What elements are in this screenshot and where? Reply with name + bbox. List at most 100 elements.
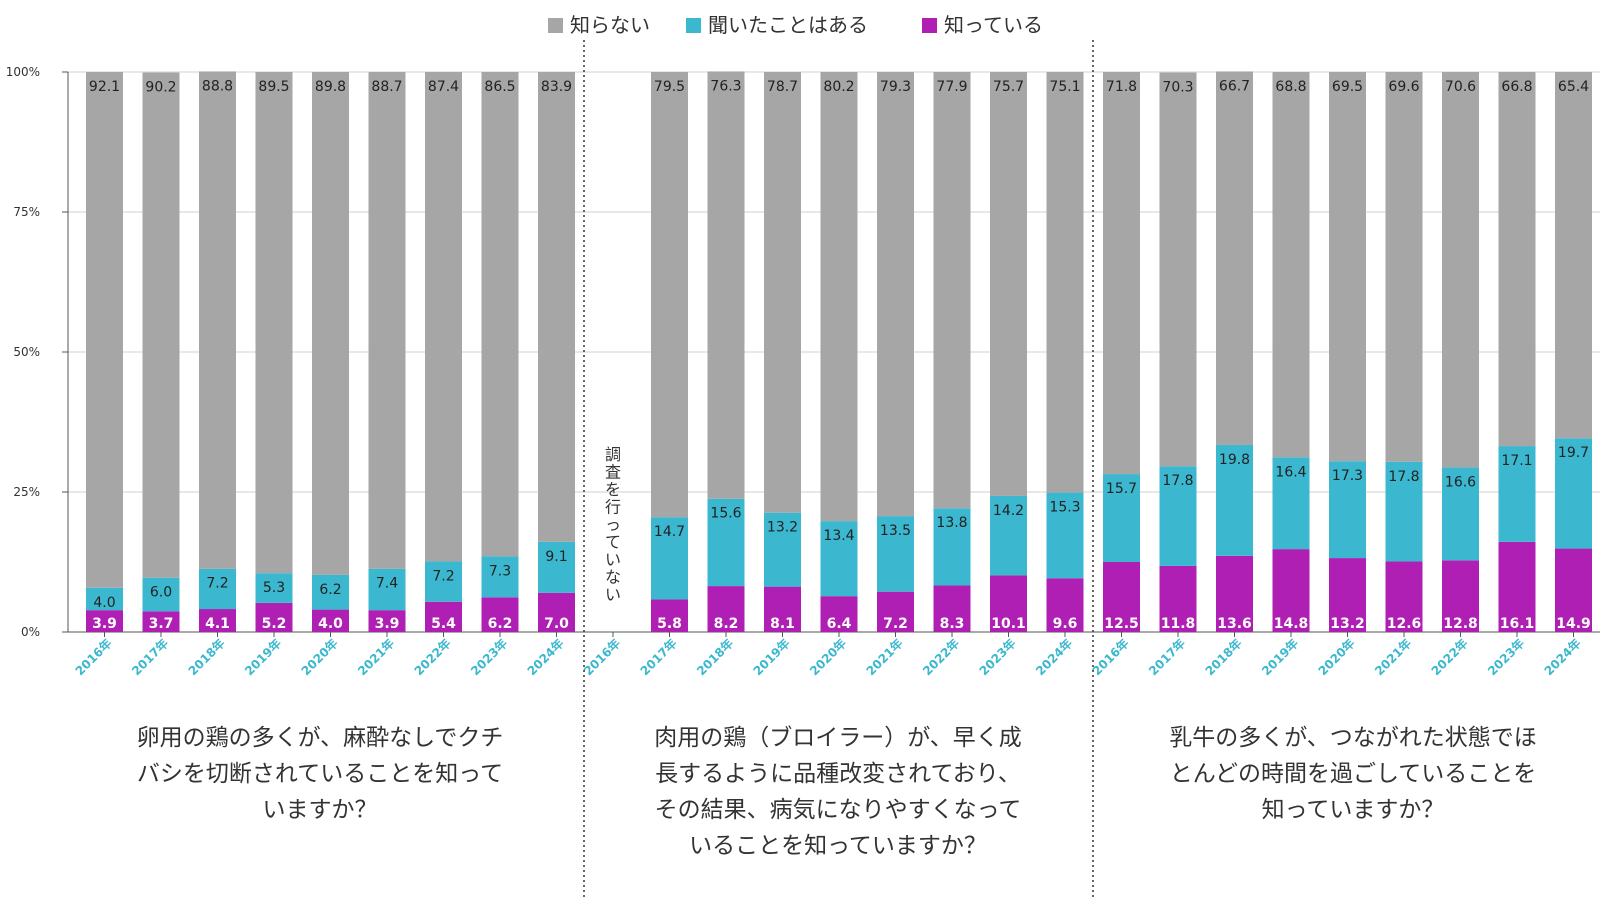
data-label: 4.0 [93, 595, 115, 611]
bar-segment [990, 72, 1027, 496]
data-label: 5.3 [263, 580, 285, 596]
bar-segment [1329, 461, 1366, 559]
bar-segment [820, 596, 858, 632]
bar-segment [877, 72, 914, 517]
bar-segment [1272, 457, 1310, 550]
bar-segment [481, 597, 519, 632]
bar-segment [1159, 72, 1197, 467]
bar-segment [1329, 72, 1366, 462]
data-label: 13.4 [823, 528, 854, 544]
x-tick-label: 2022年 [411, 636, 454, 679]
x-tick-label: 2024年 [1032, 636, 1075, 679]
bar-segment [86, 610, 123, 632]
data-label: 19.7 [1558, 445, 1589, 461]
bar-segment [1442, 560, 1479, 632]
bar-segment [368, 72, 406, 569]
data-label: 14.8 [1274, 616, 1309, 632]
question-line: 卵用の鶏の多くが、麻酔なしでクチ [137, 725, 504, 751]
bar-segment [1103, 474, 1140, 562]
bar-segment [820, 521, 858, 597]
data-label: 14.2 [993, 503, 1024, 519]
bar-segment [1385, 561, 1423, 632]
legend-item: 知らない [548, 13, 650, 37]
x-tick-label: 2022年 [919, 636, 962, 679]
question-line: とんどの時間を過ごしていることを [1170, 761, 1537, 787]
data-label: 19.8 [1219, 452, 1250, 468]
bar-segment [1046, 578, 1084, 632]
data-label: 15.6 [710, 506, 741, 522]
bar-segment [425, 601, 462, 632]
data-label: 7.0 [544, 616, 569, 632]
bar-segment [933, 72, 971, 509]
data-label: 78.7 [767, 79, 798, 95]
data-label: 17.3 [1332, 468, 1363, 484]
x-tick-label: 2016年 [1089, 636, 1132, 679]
data-label: 5.4 [431, 616, 456, 632]
bar-segment [1216, 444, 1253, 556]
bar-segment [1272, 549, 1310, 632]
x-tick-label: 2024年 [524, 636, 567, 679]
question-line: 肉用の鶏（ブロイラー）が、早く成 [654, 725, 1022, 751]
data-label: 80.2 [823, 79, 854, 95]
data-label: 4.0 [318, 616, 343, 632]
bar-segment [1329, 558, 1366, 632]
no-survey-label: 調査を行っていない [605, 445, 621, 604]
data-label: 7.2 [206, 576, 228, 592]
bar-segment [538, 592, 575, 632]
x-tick-label: 2022年 [1428, 636, 1471, 679]
data-label: 88.8 [202, 78, 233, 94]
data-label: 8.1 [770, 616, 795, 632]
data-label: 17.8 [1162, 473, 1193, 489]
bar-segment [1103, 562, 1140, 632]
x-tick-label: 2021年 [354, 636, 397, 679]
data-label: 69.5 [1332, 79, 1363, 95]
data-label: 68.8 [1275, 79, 1306, 95]
x-tick-label: 2019年 [750, 636, 793, 679]
bar-segment [538, 72, 575, 542]
question-line: いることを知っていますか？ [689, 833, 987, 859]
data-label: 14.7 [654, 524, 685, 540]
data-label: 7.4 [376, 576, 398, 592]
x-tick-label: 2023年 [1484, 636, 1527, 679]
bar-segment [1498, 72, 1536, 447]
data-label: 79.5 [654, 79, 685, 95]
question-line: 長するように品種改変されており、 [655, 761, 1021, 787]
data-label: 12.5 [1104, 616, 1139, 632]
legend-item: 知っている [922, 13, 1043, 37]
data-label: 9.1 [545, 549, 567, 565]
x-tick-label: 2018年 [693, 636, 736, 679]
data-label: 5.8 [657, 616, 682, 632]
legend-swatch [922, 18, 937, 33]
y-tick-label: 50% [13, 345, 40, 359]
x-tick-label: 2017年 [1145, 636, 1188, 679]
bar-segment [707, 498, 745, 587]
data-label: 3.9 [92, 616, 117, 632]
data-label: 7.2 [883, 616, 908, 632]
bar-segment [1555, 72, 1592, 439]
bar-segment [1103, 72, 1140, 475]
bar-segment [255, 573, 293, 603]
data-label: 8.2 [714, 616, 739, 632]
data-label: 77.9 [936, 79, 967, 95]
bar-segment [1555, 438, 1592, 549]
bar-segment [1046, 492, 1084, 579]
data-label: 76.3 [710, 78, 741, 94]
x-tick-label: 2017年 [637, 636, 680, 679]
x-tick-label: 2021年 [1371, 636, 1414, 679]
data-label: 3.7 [149, 616, 174, 632]
bar-segment [933, 508, 971, 586]
data-label: 16.4 [1275, 464, 1306, 480]
bar-segment [877, 516, 914, 592]
bar-segment [1159, 565, 1197, 632]
bar-segment [481, 72, 519, 557]
bar-segment [651, 517, 688, 600]
group-dividers [583, 40, 1094, 900]
bars [86, 71, 1592, 632]
x-tick-label: 2021年 [863, 636, 906, 679]
bar-segment [933, 585, 971, 632]
bar-segment [86, 72, 123, 588]
x-tick-label: 2016年 [72, 636, 115, 679]
data-label: 16.1 [1500, 616, 1535, 632]
